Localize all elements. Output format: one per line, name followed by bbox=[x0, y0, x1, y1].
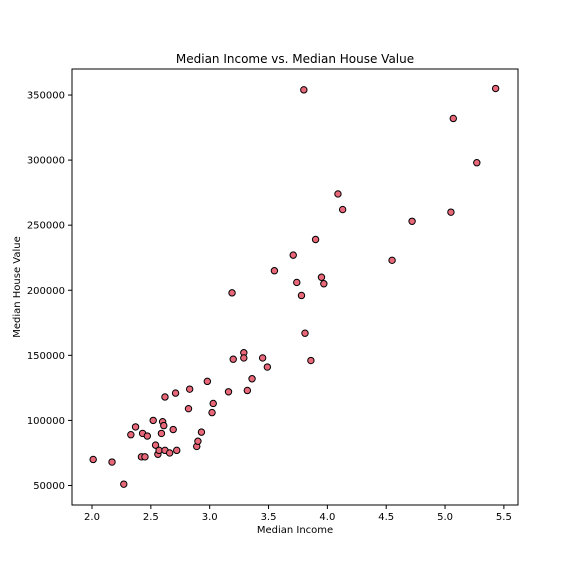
y-tick-label: 50000 bbox=[33, 481, 65, 492]
data-point bbox=[150, 417, 156, 423]
data-point bbox=[229, 290, 235, 296]
data-point bbox=[301, 87, 307, 93]
data-point bbox=[271, 268, 277, 274]
data-point bbox=[210, 400, 216, 406]
x-axis-ticks: 2.0 2.5 3.0 3.5 4.0 4.5 5.0 5.5 bbox=[84, 505, 512, 523]
data-point bbox=[186, 386, 192, 392]
y-tick-label: 300000 bbox=[27, 156, 65, 167]
data-point bbox=[448, 209, 454, 215]
data-point bbox=[90, 456, 96, 462]
x-tick-label: 4.0 bbox=[319, 512, 335, 523]
data-point bbox=[161, 422, 167, 428]
data-point bbox=[241, 355, 247, 361]
data-point bbox=[339, 206, 345, 212]
y-tick-label: 150000 bbox=[27, 351, 65, 362]
data-point bbox=[294, 279, 300, 285]
x-tick-label: 3.0 bbox=[202, 512, 218, 523]
y-tick-label: 200000 bbox=[27, 286, 65, 297]
data-point bbox=[158, 430, 164, 436]
x-tick-label: 2.5 bbox=[143, 512, 159, 523]
data-point bbox=[409, 218, 415, 224]
data-point bbox=[259, 355, 265, 361]
data-point bbox=[318, 274, 324, 280]
x-tick-label: 5.0 bbox=[437, 512, 453, 523]
data-point bbox=[474, 160, 480, 166]
x-tick-label: 4.5 bbox=[378, 512, 394, 523]
plot-area bbox=[72, 69, 518, 505]
data-point bbox=[298, 292, 304, 298]
data-point bbox=[290, 252, 296, 258]
data-point bbox=[249, 376, 255, 382]
x-tick-label: 3.5 bbox=[261, 512, 277, 523]
data-point bbox=[128, 432, 134, 438]
y-tick-label: 100000 bbox=[27, 416, 65, 427]
data-point bbox=[321, 281, 327, 287]
data-point bbox=[166, 450, 172, 456]
data-point bbox=[225, 389, 231, 395]
data-point bbox=[172, 390, 178, 396]
data-point bbox=[185, 405, 191, 411]
x-tick-label: 5.5 bbox=[496, 512, 512, 523]
data-point bbox=[230, 356, 236, 362]
data-point bbox=[312, 236, 318, 242]
data-point bbox=[264, 364, 270, 370]
data-point bbox=[302, 330, 308, 336]
chart-title: Median Income vs. Median House Value bbox=[176, 52, 414, 66]
data-point bbox=[198, 429, 204, 435]
data-point bbox=[244, 387, 250, 393]
data-point bbox=[195, 438, 201, 444]
data-point bbox=[308, 357, 314, 363]
data-point bbox=[389, 257, 395, 263]
data-point bbox=[132, 424, 138, 430]
data-point bbox=[209, 409, 215, 415]
data-point bbox=[121, 481, 127, 487]
data-point bbox=[204, 378, 210, 384]
data-point bbox=[142, 454, 148, 460]
data-point bbox=[492, 85, 498, 91]
x-tick-label: 2.0 bbox=[84, 512, 100, 523]
data-point bbox=[109, 459, 115, 465]
data-point bbox=[170, 426, 176, 432]
x-axis-label: Median Income bbox=[257, 525, 333, 536]
data-point bbox=[174, 447, 180, 453]
y-tick-label: 250000 bbox=[27, 221, 65, 232]
data-point bbox=[144, 433, 150, 439]
data-point bbox=[450, 115, 456, 121]
data-point bbox=[335, 191, 341, 197]
y-tick-label: 350000 bbox=[27, 91, 65, 102]
y-axis-label: Median House Value bbox=[12, 236, 23, 338]
data-point bbox=[162, 394, 168, 400]
y-axis-ticks: 50000 100000 150000 200000 250000 300000 35000… bbox=[27, 91, 72, 492]
